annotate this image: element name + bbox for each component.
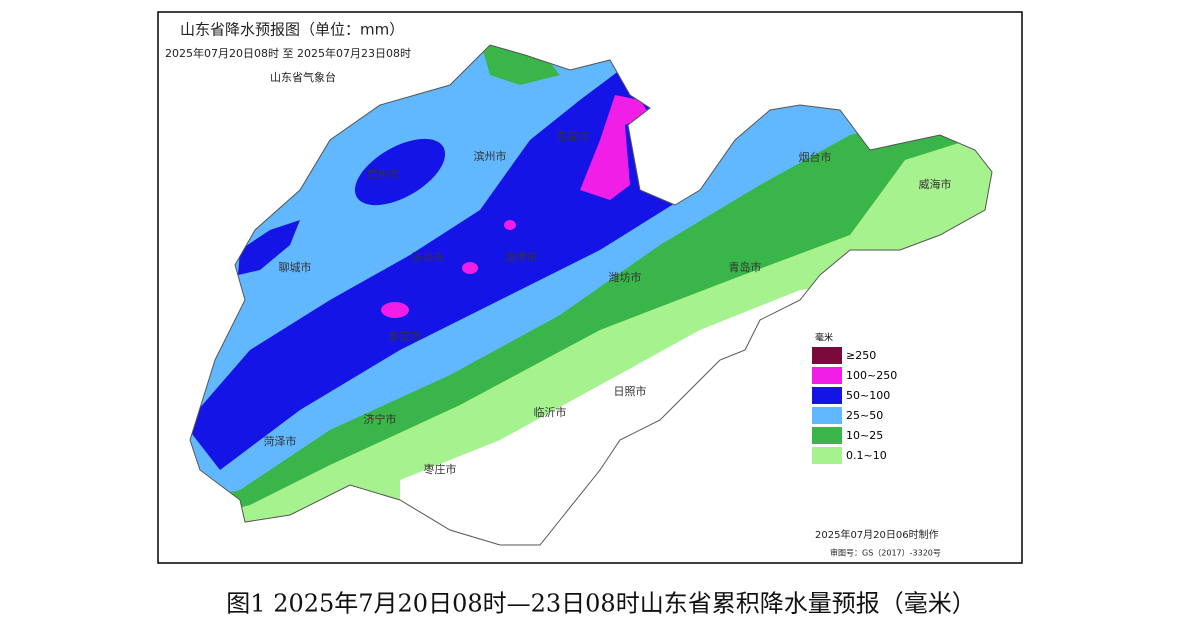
zone-50-100	[190, 60, 680, 470]
legend-swatch	[812, 427, 842, 444]
legend-title: 毫米	[815, 332, 833, 344]
legend-label: 100~250	[846, 369, 897, 382]
city-label: 泰安市	[389, 329, 422, 343]
legend-swatch	[812, 387, 842, 404]
city-label: 德州市	[367, 167, 400, 181]
legend-label: 25~50	[846, 409, 883, 422]
city-label: 枣庄市	[424, 462, 457, 476]
map-period: 2025年07月20日08时 至 2025年07月23日08时	[165, 46, 411, 60]
zone-50-100	[354, 138, 446, 206]
city-label: 青岛市	[729, 260, 762, 274]
legend-swatch	[812, 447, 842, 464]
legend-swatch	[812, 367, 842, 384]
province-outline	[189, 44, 993, 546]
map-issuer: 山东省气象台	[270, 70, 336, 84]
zone-100-250	[381, 302, 409, 318]
legend: 毫米 ≥250 100~250 50~100 25~50 10~25 0.1~10	[812, 332, 897, 464]
legend-label: 0.1~10	[846, 449, 887, 462]
legend-swatch	[812, 347, 842, 364]
zone-100-250	[504, 220, 516, 230]
city-label: 日照市	[614, 384, 647, 398]
city-label: 菏泽市	[264, 434, 297, 448]
legend-swatch	[812, 407, 842, 424]
city-label: 济宁市	[364, 412, 397, 426]
city-label: 威海市	[919, 177, 952, 191]
city-label: 济南市	[412, 250, 445, 264]
legend-label: ≥250	[846, 349, 876, 362]
legend-label: 10~25	[846, 429, 883, 442]
legend-label: 50~100	[846, 389, 890, 402]
city-label: 淄博市	[505, 250, 538, 264]
figure-caption: 图1 2025年7月20日08时—23日08时山东省累积降水量预报（毫米）	[226, 590, 975, 618]
city-label: 烟台市	[799, 150, 832, 164]
city-label: 东营市	[557, 129, 590, 143]
city-label: 临沂市	[534, 405, 567, 419]
map-number: 审图号：GS（2017）-3320号	[830, 548, 941, 558]
made-time: 2025年07月20日06时制作	[815, 528, 939, 541]
zone-100-250	[462, 262, 478, 274]
map-title: 山东省降水预报图（单位：mm）	[180, 21, 404, 39]
city-label: 滨州市	[474, 149, 507, 163]
city-label: 聊城市	[279, 260, 312, 274]
city-label: 潍坊市	[609, 270, 642, 284]
zone-50-100	[238, 220, 300, 275]
